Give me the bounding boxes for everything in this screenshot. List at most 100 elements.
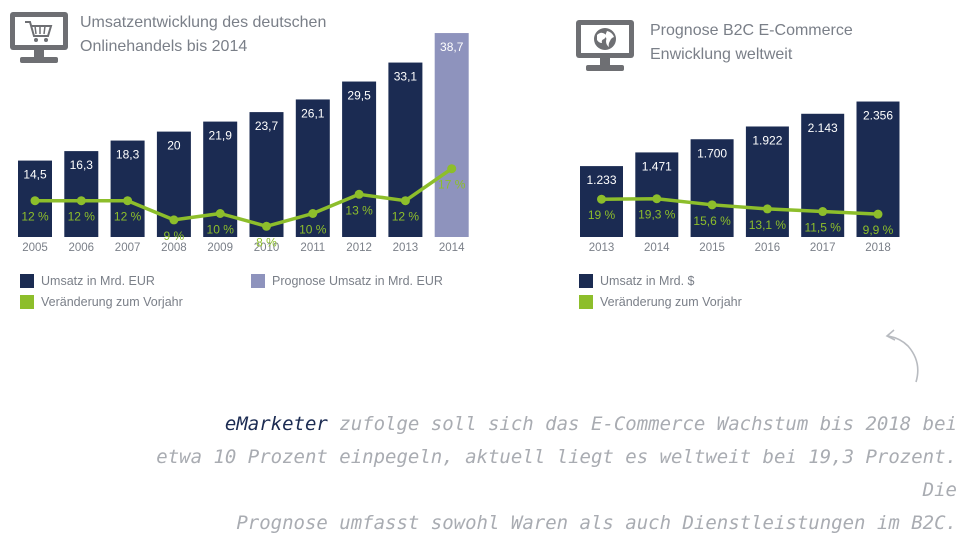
left-bar-line-chart: 14,5 2005 16,3 2006 18,3 2007 20 2008 21,9 2009 23… (18, 33, 469, 254)
legend-label-veraenderung: Veränderung zum Vorjahr (41, 295, 183, 309)
change-label-2010: 8 % (256, 235, 277, 249)
bar-2017 (801, 113, 845, 237)
change-label-2007: 12 % (114, 210, 142, 224)
bar-2010 (249, 112, 284, 237)
bar-value-label-2014: 38,7 (440, 40, 464, 54)
bar-value-label-2015: 1.700 (697, 146, 727, 160)
quote-line-2: etwa 10 Prozent einpegeln, aktuell liegt… (156, 446, 957, 501)
x-tick-label-2013: 2013 (589, 242, 615, 254)
change-point-2014 (652, 194, 662, 204)
bar-value-label-2008: 20 (167, 139, 181, 153)
change-point-2015 (707, 200, 717, 210)
legend-item-veraenderung-left: Veränderung zum Vorjahr (20, 295, 183, 309)
legend-item-umsatz-usd: Umsatz in Mrd. $ (579, 274, 694, 288)
change-point-2010 (262, 221, 271, 231)
change-point-2018 (873, 209, 883, 219)
legend-swatch-veraenderung (20, 295, 34, 309)
x-tick-label-2009: 2009 (207, 242, 233, 254)
left-chart-title: Umsatzentwicklung des deutschen Onlineha… (80, 11, 326, 59)
bar-value-label-2007: 18,3 (116, 148, 140, 162)
x-tick-label-2010: 2010 (254, 242, 280, 254)
bar-2007 (110, 140, 145, 237)
change-point-2005 (30, 196, 40, 206)
change-point-2014 (447, 164, 457, 174)
legend-label-umsatz-usd: Umsatz in Mrd. $ (600, 274, 695, 288)
quote-source: eMarketer (224, 413, 328, 435)
change-point-2006 (76, 196, 86, 206)
bar-value-label-2016: 1.922 (752, 133, 782, 147)
change-label-2005: 12 % (21, 210, 49, 224)
quote-line-1: eMarketer zufolge soll sich das E-Commer… (137, 408, 957, 441)
change-label-2018: 9,9 % (863, 223, 894, 237)
change-label-2016: 13,1 % (749, 218, 787, 232)
change-label-2006: 12 % (68, 210, 96, 224)
emarketer-quote: eMarketer zufolge soll sich das E-Commer… (137, 408, 957, 540)
change-point-2013 (400, 196, 410, 206)
right-bar-line-chart: 1.233 2013 1.471 2014 1.700 2015 1.922 2016 2.14… (580, 101, 900, 254)
bar-2012 (342, 81, 377, 237)
bar-value-label-2010: 23,7 (255, 119, 279, 133)
change-label-2011: 10 % (299, 223, 327, 237)
globe-monitor-icon (574, 18, 636, 80)
bar-value-label-2012: 29,5 (347, 89, 371, 103)
change-point-2007 (123, 196, 133, 206)
x-tick-label-2007: 2007 (115, 242, 141, 254)
bar-value-label-2018: 2.356 (863, 109, 893, 123)
legend-item-umsatz-eur: Umsatz in Mrd. EUR (20, 274, 155, 288)
left-title-line1: Umsatzentwicklung des deutschen (80, 14, 327, 31)
legend-swatch-veraenderung-right (579, 295, 593, 309)
legend-swatch-umsatz (20, 274, 34, 288)
x-tick-label-2008: 2008 (161, 242, 187, 254)
x-tick-label-2017: 2017 (810, 242, 836, 254)
shopping-cart-monitor-icon (8, 10, 70, 72)
change-label-2012: 13 % (345, 203, 373, 217)
change-line (35, 167, 453, 229)
right-chart-title: Prognose B2C E-Commerce Enwicklung weltw… (650, 19, 853, 67)
x-tick-label-2011: 2011 (300, 242, 325, 254)
change-point-2013 (597, 194, 606, 204)
x-tick-label-2006: 2006 (69, 242, 95, 254)
legend-item-veraenderung-right: Veränderung zum Vorjahr (579, 295, 742, 309)
change-point-2017 (818, 207, 828, 217)
left-title-line2: Onlinehandels bis 2014 (80, 38, 248, 55)
change-point-2011 (308, 209, 318, 218)
legend-swatch-umsatz-usd (579, 274, 593, 288)
legend-label-veraenderung-right: Veränderung zum Vorjahr (600, 295, 742, 309)
bar-value-label-2006: 16,3 (70, 158, 94, 172)
legend-label-prognose: Prognose Umsatz in Mrd. EUR (272, 274, 443, 288)
bar-value-label-2011: 26,1 (301, 106, 325, 120)
change-point-2009 (215, 209, 225, 218)
bar-value-label-2009: 21,9 (209, 129, 233, 143)
curved-arrow-icon (878, 326, 928, 390)
bar-value-label-2014: 1.471 (642, 159, 672, 173)
bar-value-label-2005: 14,5 (23, 168, 47, 182)
right-title-line1: Prognose B2C E-Commerce (650, 22, 853, 39)
bar-value-label-2013: 1.233 (586, 173, 616, 187)
change-point-2012 (354, 189, 364, 199)
change-label-2013: 19 % (588, 208, 616, 222)
bar-value-label-2013: 33,1 (394, 70, 418, 84)
legend-item-prognose: Prognose Umsatz in Mrd. EUR (251, 274, 443, 288)
x-tick-label-2016: 2016 (755, 242, 781, 254)
x-tick-label-2015: 2015 (699, 242, 725, 254)
change-point-2008 (169, 215, 179, 225)
change-label-2014: 19,3 % (638, 208, 676, 222)
x-tick-label-2014: 2014 (439, 242, 465, 254)
quote-line-3: Prognose umfasst sowohl Waren als auch D… (236, 512, 957, 534)
change-point-2016 (762, 204, 772, 214)
legend-label-umsatz: Umsatz in Mrd. EUR (41, 274, 155, 288)
x-tick-label-2012: 2012 (346, 242, 372, 254)
x-tick-label-2013: 2013 (393, 242, 419, 254)
x-tick-label-2018: 2018 (865, 242, 891, 254)
bar-value-label-2017: 2.143 (808, 121, 838, 135)
legend-swatch-prognose (251, 274, 265, 288)
right-title-line2: Enwicklung weltweit (650, 46, 793, 63)
bar-2015 (690, 139, 734, 237)
change-label-2014: 17 % (438, 178, 466, 192)
bar-2006 (64, 151, 99, 237)
change-label-2017: 11,5 % (804, 221, 841, 235)
bar-2013 (388, 62, 423, 237)
change-label-2013: 12 % (392, 210, 420, 224)
bar-2014 (434, 33, 469, 238)
change-label-2009: 10 % (207, 223, 235, 237)
